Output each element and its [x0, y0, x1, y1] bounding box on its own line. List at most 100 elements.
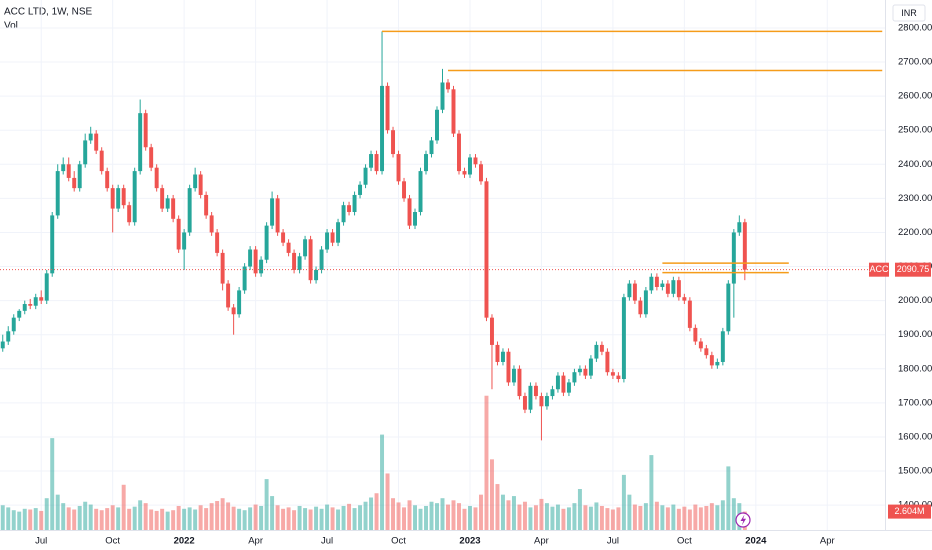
volume-bar	[352, 508, 357, 530]
candle-body	[457, 133, 461, 172]
volume-bar	[44, 498, 49, 530]
volume-bar	[50, 438, 55, 530]
candle-body	[292, 252, 297, 270]
candle-body	[138, 113, 143, 172]
candle-body	[330, 232, 335, 243]
volume-bar	[500, 494, 505, 530]
candle-body	[495, 344, 500, 362]
volume-bar	[132, 506, 137, 530]
candle-body	[72, 177, 77, 189]
volume-bar	[572, 503, 577, 530]
candle-body	[418, 171, 423, 212]
candle-body	[374, 154, 379, 172]
volume-bar	[495, 484, 500, 530]
symbol-badge	[869, 262, 889, 277]
candle-body	[506, 351, 511, 383]
candle-body	[528, 385, 533, 410]
candle-body	[561, 375, 566, 393]
candle-body	[270, 198, 275, 226]
currency-box[interactable]	[892, 4, 926, 22]
candle-body	[555, 375, 560, 390]
volume-bar	[308, 509, 313, 530]
y-tick-label: 2200.00	[898, 227, 932, 238]
volume-bar	[286, 507, 291, 530]
volume-bar	[204, 508, 209, 530]
volume-legend: Vol	[4, 21, 18, 32]
candle-body	[413, 212, 417, 226]
candle-body	[517, 368, 522, 397]
candle-body	[638, 300, 643, 315]
price-label: 2090.75	[897, 264, 930, 274]
candle-body	[511, 368, 516, 383]
y-tick-label: 1900.00	[898, 329, 932, 340]
candle-body	[671, 280, 676, 294]
candle-body	[88, 133, 93, 141]
candle-body	[154, 167, 159, 189]
volume-bar	[88, 504, 93, 530]
volume-bar	[555, 504, 560, 530]
candle-body	[336, 222, 341, 243]
candle-body	[314, 269, 319, 281]
candle-body	[231, 307, 236, 315]
volume-bar	[264, 479, 269, 530]
volume-bar	[363, 501, 368, 530]
flash-icon[interactable]	[735, 512, 751, 528]
candle-body	[649, 276, 654, 291]
x-tick-label: 2022	[174, 536, 195, 547]
volume-bar	[110, 505, 115, 530]
candle-body	[66, 164, 71, 178]
candle-body	[308, 239, 313, 281]
candle-body	[105, 171, 110, 189]
volume-bar	[632, 504, 637, 530]
candle-body	[303, 239, 308, 257]
y-tick-label: 1800.00	[898, 363, 932, 374]
candle-body	[676, 280, 681, 298]
volume-bar	[198, 505, 203, 530]
volume-bar	[270, 496, 275, 530]
volume-bar	[468, 505, 472, 530]
volume-bar	[429, 501, 434, 530]
volume-bar	[533, 505, 538, 530]
volume-bar	[220, 498, 225, 530]
volume-bar	[402, 507, 407, 530]
symbol-label: ACC	[869, 264, 889, 274]
candle-body	[226, 283, 231, 308]
candle-body	[17, 310, 22, 318]
x-tick-label: Apr	[820, 536, 835, 547]
volume-bar	[478, 494, 483, 530]
volume-bar	[330, 507, 335, 530]
x-tick-label: Jul	[607, 536, 619, 547]
candle-body	[33, 297, 38, 306]
volume-bar	[649, 455, 654, 530]
candle-body	[149, 147, 154, 168]
candle-body	[198, 174, 203, 195]
candle-body	[352, 194, 357, 212]
volume-bar	[627, 494, 632, 530]
candle-body	[347, 205, 352, 212]
candle-body	[473, 157, 478, 165]
flash-bolt	[740, 514, 746, 526]
volume-bar	[66, 507, 71, 530]
volume-bar	[528, 507, 533, 530]
volume-bar	[231, 506, 236, 530]
candle-body	[22, 304, 27, 311]
volume-bar	[165, 511, 170, 530]
candle-body	[264, 225, 269, 260]
volume-bar	[303, 508, 308, 530]
candle-body	[627, 283, 632, 298]
volume-layer	[0, 395, 747, 530]
volume-bar	[638, 505, 643, 530]
candle-body	[187, 188, 192, 233]
volume-bar	[193, 509, 198, 530]
volume-bar	[698, 507, 703, 530]
candle-body	[599, 344, 604, 352]
candle-body	[660, 283, 665, 287]
chart-title: ACC LTD, 1W, NSE	[4, 7, 92, 18]
candle-body	[742, 222, 747, 270]
volume-bar	[121, 484, 126, 530]
candle-body	[380, 85, 385, 172]
volume-bar	[325, 504, 330, 530]
volume-bar	[517, 504, 522, 530]
price-badge	[895, 262, 931, 277]
volume-bar	[726, 466, 731, 530]
